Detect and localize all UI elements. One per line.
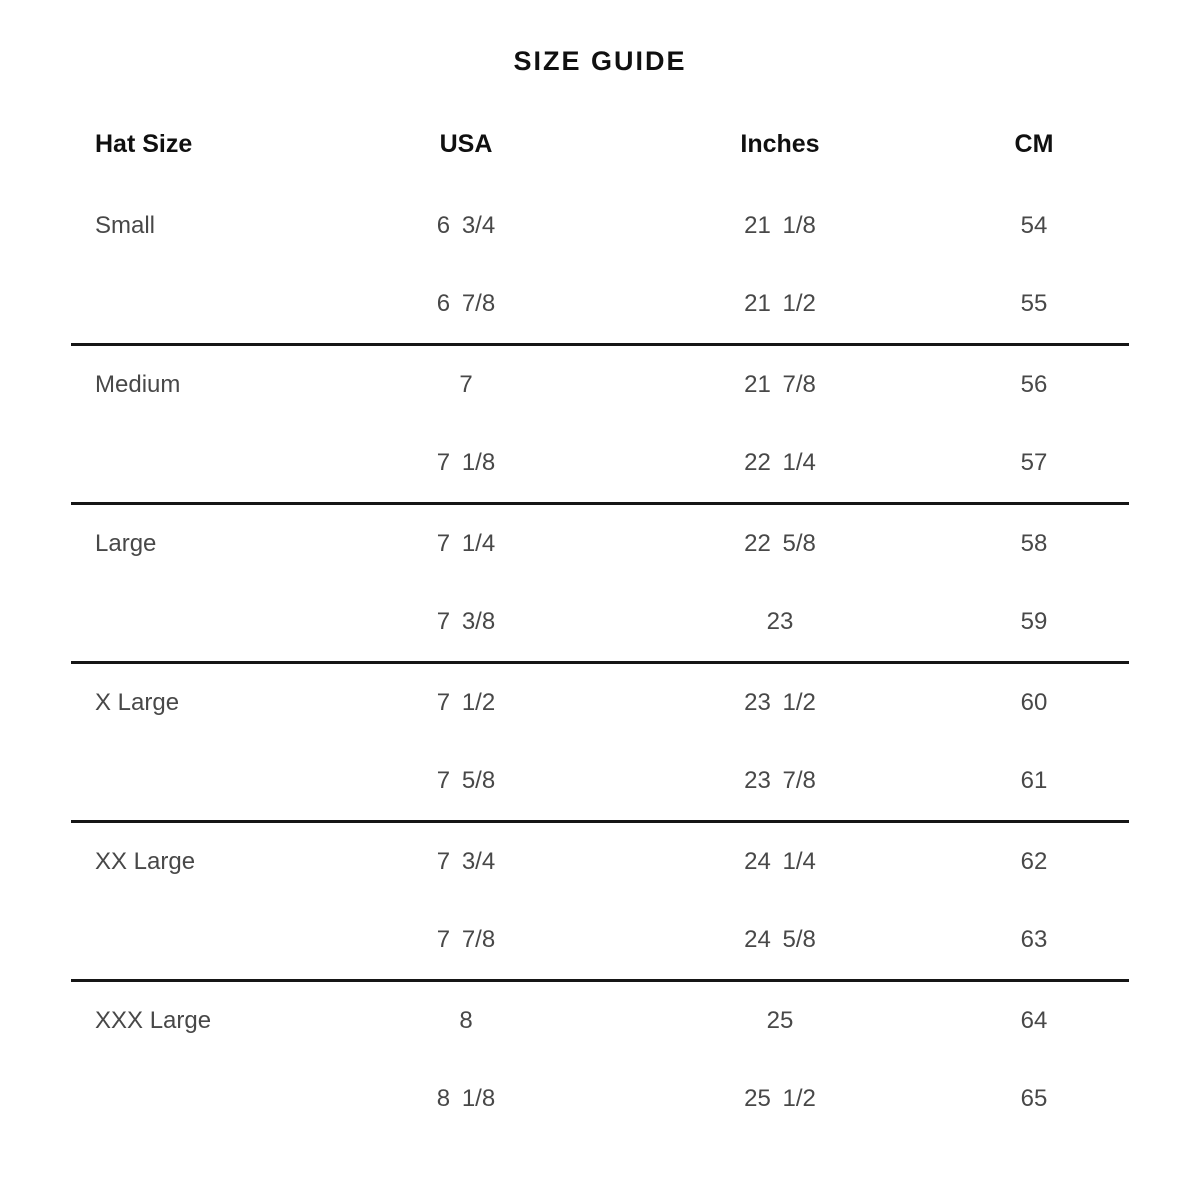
usa-cell: 7 1/2 bbox=[436, 689, 496, 716]
hat-size-cell bbox=[71, 901, 311, 981]
table-row: 7 3/8 23 59 bbox=[71, 583, 1129, 663]
usa-cell: 7 3/4 bbox=[436, 848, 496, 875]
table-row: Small 6 3/4 21 1/8 54 bbox=[71, 187, 1129, 265]
inches-cell: 24 5/8 bbox=[744, 926, 816, 953]
hat-size-cell: X Large bbox=[95, 689, 180, 716]
inches-cell: 21 7/8 bbox=[744, 371, 816, 398]
hat-size-cell: XX Large bbox=[95, 848, 196, 875]
inches-cell: 25 bbox=[766, 1007, 794, 1034]
table-row: X Large 7 1/2 23 1/2 60 bbox=[71, 663, 1129, 743]
header-row: Hat Size USA Inches CM bbox=[71, 101, 1129, 187]
size-group: X Large 7 1/2 23 1/2 60 7 5/8 23 7/8 61 bbox=[71, 662, 1129, 822]
cm-cell: 63 bbox=[1020, 926, 1048, 953]
inches-cell: 21 1/2 bbox=[744, 290, 816, 317]
cm-cell: 56 bbox=[1020, 371, 1048, 398]
inches-cell: 23 7/8 bbox=[744, 767, 816, 794]
cm-cell: 58 bbox=[1020, 530, 1048, 557]
size-group: Small 6 3/4 21 1/8 54 6 7/8 21 1/2 55 bbox=[71, 187, 1129, 345]
hat-size-cell: Small bbox=[95, 212, 156, 239]
cm-cell: 60 bbox=[1020, 689, 1048, 716]
inches-cell: 23 bbox=[766, 608, 794, 635]
column-header-cm: CM bbox=[1014, 129, 1054, 158]
inches-cell: 23 1/2 bbox=[744, 689, 816, 716]
hat-size-cell bbox=[71, 424, 311, 504]
table-header: Hat Size USA Inches CM bbox=[71, 101, 1129, 187]
inches-cell: 24 1/4 bbox=[744, 848, 816, 875]
table-row: XX Large 7 3/4 24 1/4 62 bbox=[71, 822, 1129, 902]
cm-cell: 61 bbox=[1020, 767, 1048, 794]
cm-cell: 59 bbox=[1020, 608, 1048, 635]
inches-cell: 21 1/8 bbox=[744, 212, 816, 239]
inches-cell: 22 1/4 bbox=[744, 449, 816, 476]
cm-cell: 54 bbox=[1020, 212, 1048, 239]
size-group: XXX Large 8 25 64 8 1/8 25 1/2 65 bbox=[71, 980, 1129, 1139]
hat-size-cell bbox=[71, 1060, 311, 1138]
cm-cell: 62 bbox=[1020, 848, 1048, 875]
usa-cell: 6 7/8 bbox=[436, 290, 496, 317]
table-row: 7 7/8 24 5/8 63 bbox=[71, 901, 1129, 981]
table-row: Large 7 1/4 22 5/8 58 bbox=[71, 504, 1129, 584]
table-row: XXX Large 8 25 64 bbox=[71, 981, 1129, 1061]
usa-cell: 7 1/4 bbox=[436, 530, 496, 557]
table-row: Medium 7 21 7/8 56 bbox=[71, 345, 1129, 425]
page-title: SIZE GUIDE bbox=[513, 46, 687, 76]
column-header-hat-size: Hat Size bbox=[95, 129, 193, 158]
hat-size-cell: Large bbox=[95, 530, 157, 557]
usa-cell: 7 5/8 bbox=[436, 767, 496, 794]
table-row: 8 1/8 25 1/2 65 bbox=[71, 1060, 1129, 1138]
usa-cell: 7 7/8 bbox=[436, 926, 496, 953]
inches-cell: 22 5/8 bbox=[744, 530, 816, 557]
table-row: 6 7/8 21 1/2 55 bbox=[71, 265, 1129, 345]
table-row: 7 1/8 22 1/4 57 bbox=[71, 424, 1129, 504]
size-group: Medium 7 21 7/8 56 7 1/8 22 1/4 57 bbox=[71, 344, 1129, 504]
inches-cell: 25 1/2 bbox=[744, 1085, 816, 1112]
hat-size-cell bbox=[71, 265, 311, 345]
size-table: Hat Size USA Inches CM Small 6 3/4 21 1/8 5… bbox=[71, 101, 1129, 1138]
cm-cell: 65 bbox=[1020, 1085, 1048, 1112]
usa-cell: 7 bbox=[459, 371, 473, 398]
usa-cell: 8 1/8 bbox=[436, 1085, 496, 1112]
usa-cell: 7 1/8 bbox=[436, 449, 496, 476]
size-group: Large 7 1/4 22 5/8 58 7 3/8 23 59 bbox=[71, 503, 1129, 663]
column-header-inches: Inches bbox=[740, 129, 820, 158]
size-group: XX Large 7 3/4 24 1/4 62 7 7/8 24 5/8 63 bbox=[71, 821, 1129, 981]
hat-size-cell bbox=[71, 583, 311, 663]
table-row: 7 5/8 23 7/8 61 bbox=[71, 742, 1129, 822]
usa-cell: 8 bbox=[459, 1007, 473, 1034]
usa-cell: 6 3/4 bbox=[436, 212, 496, 239]
hat-size-cell bbox=[71, 742, 311, 822]
cm-cell: 64 bbox=[1020, 1007, 1048, 1034]
hat-size-cell: Medium bbox=[95, 371, 181, 398]
column-header-usa: USA bbox=[439, 129, 493, 158]
cm-cell: 55 bbox=[1020, 290, 1048, 317]
cm-cell: 57 bbox=[1020, 449, 1048, 476]
hat-size-cell: XXX Large bbox=[95, 1007, 212, 1034]
usa-cell: 7 3/8 bbox=[436, 608, 496, 635]
